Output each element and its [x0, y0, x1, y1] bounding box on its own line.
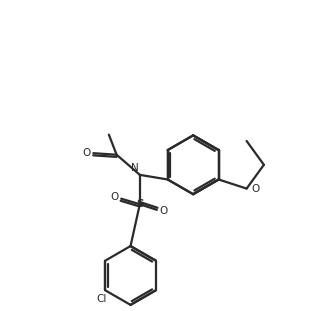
Text: N: N: [131, 163, 139, 173]
Text: O: O: [83, 148, 91, 158]
Text: O: O: [159, 207, 168, 216]
Text: S: S: [136, 199, 144, 209]
Text: O: O: [251, 183, 260, 193]
Text: Cl: Cl: [97, 294, 107, 304]
Text: O: O: [110, 192, 119, 202]
